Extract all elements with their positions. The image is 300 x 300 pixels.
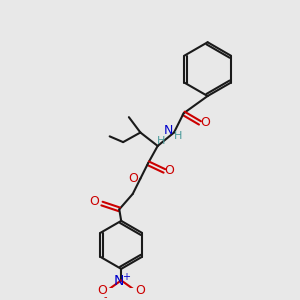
Text: O: O — [136, 284, 145, 298]
Text: -: - — [103, 292, 106, 300]
Text: O: O — [97, 284, 107, 298]
Text: +: + — [122, 272, 130, 281]
Text: O: O — [164, 164, 174, 177]
Text: H: H — [174, 131, 182, 141]
Text: O: O — [89, 195, 99, 208]
Text: N: N — [114, 274, 124, 288]
Text: H: H — [156, 136, 165, 146]
Text: O: O — [128, 172, 138, 185]
Text: O: O — [200, 116, 210, 129]
Text: N: N — [164, 124, 173, 137]
